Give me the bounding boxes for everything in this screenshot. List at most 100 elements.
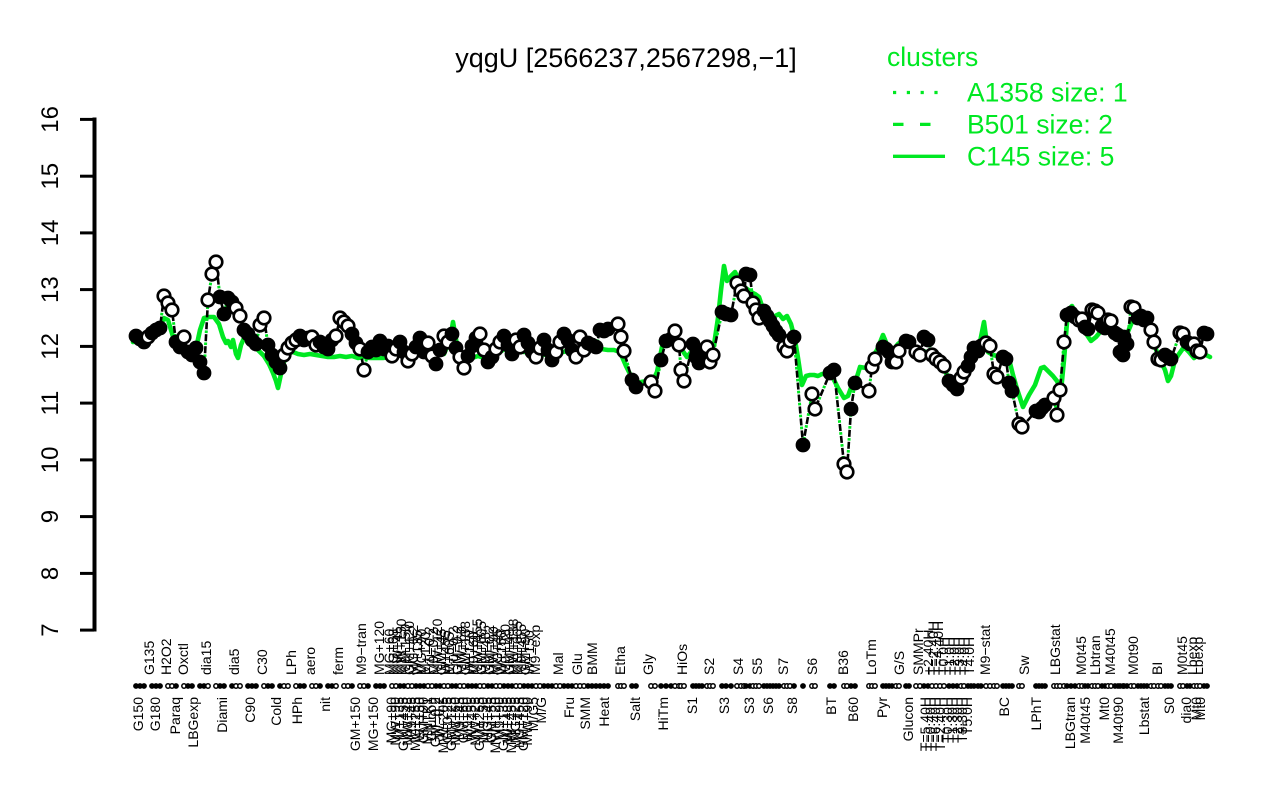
svg-text:MG+45: MG+45 [479, 697, 495, 744]
svg-text:M9+48: M9+48 [477, 632, 493, 675]
svg-text:MW+25: MW+25 [467, 697, 483, 746]
svg-text:Cold: Cold [268, 697, 284, 726]
svg-text:M9+45: M9+45 [403, 697, 419, 740]
svg-text:T=2.40H: T=2.40H [932, 697, 948, 751]
svg-text:LBGstat: LBGstat [1047, 624, 1063, 675]
svg-text:MW+138: MW+138 [505, 618, 521, 675]
svg-text:G150: G150 [130, 697, 146, 731]
svg-text:15: 15 [37, 163, 64, 190]
svg-text:Mt0: Mt0 [1188, 697, 1204, 721]
svg-text:T2.0H: T2.0H [946, 637, 962, 675]
svg-text:MW+205: MW+205 [435, 697, 451, 754]
svg-text:M9=0.2: M9=0.2 [425, 628, 441, 675]
svg-text:M/G5: M/G5 [525, 697, 541, 731]
svg-text:clusters: clusters [887, 42, 978, 72]
svg-text:LPh: LPh [283, 650, 299, 675]
svg-text:M9−exp: M9−exp [527, 625, 543, 675]
svg-text:GM+135: GM+135 [495, 697, 511, 751]
svg-text:B36: B36 [835, 650, 851, 675]
svg-text:M9−45: M9−45 [451, 697, 467, 740]
svg-text:T4.0H: T4.0H [956, 637, 972, 675]
svg-text:G/S: G/S [891, 651, 907, 675]
svg-text:C145 size: 5: C145 size: 5 [967, 141, 1114, 171]
svg-text:Sw: Sw [1016, 655, 1032, 675]
svg-text:B60: B60 [845, 697, 861, 722]
svg-text:T5.0H: T5.0H [959, 697, 975, 735]
svg-text:T1.0H: T1.0H [941, 637, 957, 675]
svg-text:MW+455: MW+455 [503, 697, 519, 754]
svg-text:S3: S3 [716, 697, 732, 714]
svg-text:BMM: BMM [584, 642, 600, 675]
svg-text:GM+120: GM+120 [401, 621, 417, 675]
svg-text:G+0.25: G+0.25 [439, 697, 455, 744]
svg-text:MW+120: MW+120 [429, 618, 445, 675]
svg-text:S2: S2 [701, 658, 717, 675]
svg-text:A1358 size: 1: A1358 size: 1 [967, 78, 1128, 108]
svg-text:S8: S8 [784, 697, 800, 714]
svg-text:dia15: dia15 [198, 641, 214, 675]
svg-text:Mal: Mal [550, 652, 566, 675]
svg-text:GM+48: GM+48 [501, 628, 517, 675]
svg-text:9: 9 [37, 510, 64, 523]
svg-text:T0.0H: T0.0H [935, 637, 951, 675]
svg-text:Oxctl: Oxctl [175, 643, 191, 675]
svg-text:MW+120: MW+120 [487, 697, 503, 754]
svg-text:MW+45: MW+45 [389, 626, 405, 675]
svg-text:dia0: dia0 [1178, 697, 1194, 724]
svg-text:nit: nit [317, 697, 333, 712]
svg-text:W−0.2: W−0.2 [431, 697, 447, 738]
svg-text:GM+45: GM+45 [433, 628, 449, 675]
svg-text:Mt0: Mt0 [1096, 697, 1112, 721]
svg-text:G180: G180 [147, 697, 163, 731]
svg-text:S0: S0 [1161, 697, 1177, 714]
svg-text:Fru−0.2: Fru−0.2 [445, 626, 461, 675]
svg-text:GM+120: GM+120 [515, 697, 531, 751]
svg-text:M9−stat: M9−stat [977, 625, 993, 675]
svg-text:Fru: Fru [561, 697, 577, 718]
svg-text:T3.30H: T3.30H [954, 697, 970, 743]
svg-text:M0t90: M0t90 [1125, 636, 1141, 675]
svg-text:T=5.40H: T=5.40H [917, 697, 933, 751]
svg-text:13: 13 [37, 276, 64, 303]
svg-text:T=2.40H: T=2.40H [925, 621, 941, 675]
svg-text:Paraq: Paraq [167, 697, 183, 734]
svg-text:Glucon: Glucon [900, 697, 916, 741]
svg-text:+2.40H: +2.40H [920, 629, 936, 675]
svg-text:MG+255: MG+255 [407, 697, 423, 751]
svg-text:MG+150: MG+150 [365, 697, 381, 751]
svg-text:M40t90: M40t90 [1110, 697, 1126, 744]
svg-text:HPh: HPh [289, 697, 305, 724]
svg-text:MNTK1: MNTK1 [419, 697, 435, 745]
svg-text:M9+90: M9+90 [491, 697, 507, 740]
svg-text:Heat: Heat [596, 697, 612, 727]
svg-text:W+150: W+150 [411, 697, 427, 742]
svg-text:T=0.40H: T=0.40H [922, 697, 938, 751]
svg-text:aero: aero [302, 647, 318, 675]
svg-text:W+455: W+455 [437, 630, 453, 675]
svg-text:MG+25: MG+25 [507, 697, 523, 744]
svg-text:MG−0.2: MG−0.2 [405, 625, 421, 675]
svg-text:M9+455: M9+455 [511, 697, 527, 748]
svg-text:M+135: M+135 [391, 697, 407, 740]
svg-text:LBGtran: LBGtran [1062, 697, 1078, 749]
svg-text:W+150: W+150 [521, 630, 537, 675]
svg-text:HiOs: HiOs [674, 644, 690, 675]
svg-text:Lbexp: Lbexp [1190, 637, 1206, 675]
svg-text:Fru−0.2: Fru−0.2 [421, 626, 437, 675]
svg-text:S5: S5 [749, 658, 765, 675]
svg-text:M40t45: M40t45 [1077, 697, 1093, 744]
svg-text:LoTm: LoTm [863, 639, 879, 675]
svg-text:16: 16 [37, 106, 64, 133]
svg-text:MW+90: MW+90 [387, 697, 403, 746]
svg-text:SMM: SMM [577, 697, 593, 730]
svg-text:M9+60: M9+60 [465, 632, 481, 675]
svg-text:Lbtran: Lbtran [1087, 635, 1103, 675]
svg-text:W+135: W+135 [409, 630, 425, 675]
svg-text:MG+68: MG+68 [385, 628, 401, 675]
svg-text:GM+455: GM+455 [395, 697, 411, 751]
svg-text:MW+60: MW+60 [447, 697, 463, 746]
svg-text:T0.30H: T0.30H [939, 697, 955, 743]
svg-text:dia5: dia5 [226, 648, 242, 675]
svg-text:M9+150: M9+150 [397, 624, 413, 675]
svg-text:M9−tran: M9−tran [353, 623, 369, 675]
